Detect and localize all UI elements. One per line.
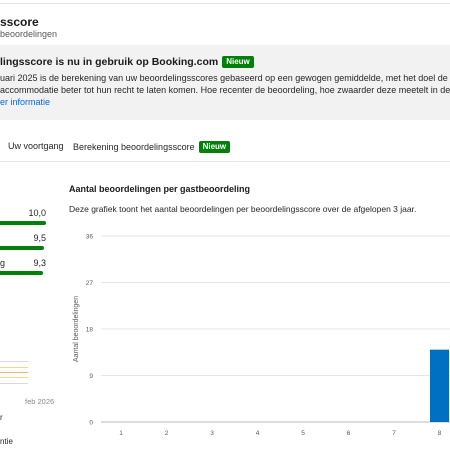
y-axis-label: Aantal beoordelingen bbox=[73, 296, 80, 362]
y-tick-label: 9 bbox=[89, 373, 93, 380]
mini-trend-chart bbox=[0, 353, 28, 389]
y-tick-label: 18 bbox=[86, 327, 94, 334]
new-badge: Nieuw bbox=[222, 56, 254, 68]
tab-your-progress[interactable]: Uw voortgang bbox=[8, 141, 64, 151]
x-tick-label: 3 bbox=[210, 430, 214, 437]
banner-text-line-2: accommodatie beter tot hun recht te late… bbox=[0, 85, 450, 95]
mini-chart-line bbox=[0, 367, 28, 368]
more-info-link[interactable]: er informatie bbox=[0, 97, 51, 107]
banner-text-line-1: uari 2025 is de berekening van uw beoord… bbox=[0, 73, 450, 83]
subscore-row: 10,0 bbox=[0, 208, 50, 232]
x-tick-label: 4 bbox=[256, 430, 260, 437]
subscore-row: g 9,3 bbox=[0, 258, 50, 282]
mini-chart-line bbox=[0, 372, 28, 373]
x-tick-label: 2 bbox=[165, 430, 169, 437]
x-tick-label: 7 bbox=[392, 430, 396, 437]
banner-title: lingsscore is nu in gebruik op Booking.c… bbox=[0, 56, 254, 68]
tab-score-calculation-label: Berekening beoordelingsscore bbox=[73, 142, 195, 152]
y-tick-label: 27 bbox=[86, 280, 94, 287]
x-tick-label: 6 bbox=[347, 430, 351, 437]
announcement-banner: lingsscore is nu in gebruik op Booking.c… bbox=[0, 45, 450, 120]
tab-new-badge: Nieuw bbox=[198, 141, 231, 153]
chart-title: Aantal beoordelingen per gastbeoordeling bbox=[69, 184, 251, 194]
reviews-per-score-chart: 0 9 18 27 36 Aantal beoordelingen 1 2 3 4 5 6 7 8 bbox=[73, 234, 450, 437]
page-subtitle: beoordelingen bbox=[0, 29, 58, 39]
bar-score-8 bbox=[430, 349, 449, 422]
left-panel-text: ntie bbox=[0, 437, 13, 446]
subscore-value: 9,3 bbox=[33, 258, 46, 268]
chart-description: Deze grafiek toont het aantal beoordelin… bbox=[69, 204, 417, 214]
x-tick-label: 1 bbox=[119, 430, 123, 437]
tab-score-calculation[interactable]: Berekening beoordelingsscore Nieuw bbox=[73, 141, 231, 153]
subscore-bar bbox=[0, 271, 43, 275]
subscore-value: 10,0 bbox=[28, 208, 46, 218]
y-tick-label: 0 bbox=[89, 420, 93, 427]
y-tick-label: 36 bbox=[86, 234, 94, 241]
tab-bar: Uw voortgang Berekening beoordelingsscor… bbox=[0, 132, 450, 162]
subscore-bar bbox=[0, 246, 44, 250]
page-title: sscore bbox=[0, 15, 39, 29]
mini-chart-date-label: feb 2026 bbox=[25, 397, 55, 406]
subscore-row: 9,5 bbox=[0, 233, 50, 257]
x-tick-label: 8 bbox=[438, 430, 442, 437]
mini-chart-line bbox=[0, 377, 28, 378]
subscore-bar bbox=[0, 221, 46, 225]
mini-chart-gridline bbox=[0, 361, 28, 362]
subscore-value: 9,5 bbox=[33, 233, 46, 243]
top-navigation-edge bbox=[0, 0, 450, 4]
banner-title-text: lingsscore is nu in gebruik op Booking.c… bbox=[0, 56, 219, 68]
x-tick-label: 5 bbox=[301, 430, 305, 437]
subscore-label: g bbox=[0, 258, 6, 268]
left-panel-text: r bbox=[0, 413, 3, 422]
mini-chart-gridline bbox=[0, 383, 28, 384]
